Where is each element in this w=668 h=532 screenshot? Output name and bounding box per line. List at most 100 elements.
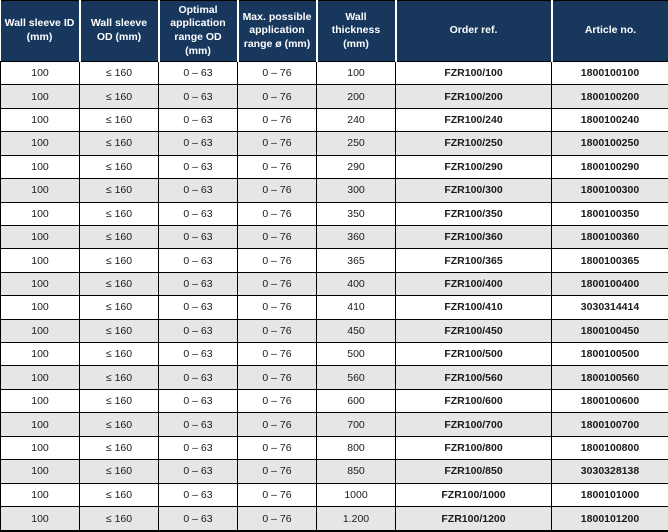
table-cell: 0 – 63 xyxy=(158,342,238,367)
column-header: Article no. xyxy=(551,0,668,62)
table-cell: 0 – 76 xyxy=(237,295,317,320)
table-cell: 0 – 63 xyxy=(158,459,238,484)
table-cell: 1000 xyxy=(316,482,396,508)
table-cell: 0 – 63 xyxy=(158,388,238,414)
table-cell: 0 – 76 xyxy=(237,248,317,273)
table-row: 100 ≤ 160 0 – 63 0 – 76 500 FZR100/500 1800100… xyxy=(0,342,668,367)
table-cell: 100 xyxy=(0,248,80,273)
table-row: 100 ≤ 160 0 – 63 0 – 76 560 FZR100/560 1800100… xyxy=(0,365,668,390)
table-cell: 100 xyxy=(0,60,80,86)
table-cell: FZR100/350 xyxy=(395,201,552,226)
table-cell: ≤ 160 xyxy=(79,412,159,437)
column-header: Optimal application range OD (mm) xyxy=(158,0,239,62)
table-row: 100 ≤ 160 0 – 63 0 – 76 100 FZR100/100 1800100… xyxy=(0,60,668,86)
table-cell: 0 – 63 xyxy=(158,60,238,86)
table-cell: 700 xyxy=(316,412,396,437)
table-cell: 200 xyxy=(316,84,396,109)
table-cell: FZR100/1000 xyxy=(395,482,552,508)
table-row: 100 ≤ 160 0 – 63 0 – 76 800 FZR100/800 1800100… xyxy=(0,435,668,461)
table-cell: ≤ 160 xyxy=(79,60,159,86)
table-cell: 1.200 xyxy=(316,506,396,532)
table-cell: 0 – 76 xyxy=(237,131,317,156)
table-cell: 1800100290 xyxy=(551,154,668,180)
table-cell: ≤ 160 xyxy=(79,365,159,390)
table-cell: 1800100300 xyxy=(551,178,668,203)
table-cell: 0 – 76 xyxy=(237,84,317,109)
table-cell: 1800100700 xyxy=(551,412,668,437)
column-header: Wall sleeve ID (mm) xyxy=(0,0,81,62)
table-cell: 300 xyxy=(316,178,396,203)
table-cell: 0 – 63 xyxy=(158,84,238,109)
table-row: 100 ≤ 160 0 – 63 0 – 76 300 FZR100/300 1800100… xyxy=(0,178,668,203)
table-cell: 0 – 63 xyxy=(158,178,238,203)
table-cell: 1800101000 xyxy=(551,482,668,508)
table-cell: ≤ 160 xyxy=(79,482,159,508)
table-cell: FZR100/290 xyxy=(395,154,552,180)
table-cell: FZR100/800 xyxy=(395,435,552,461)
table-cell: ≤ 160 xyxy=(79,318,159,344)
table-cell: ≤ 160 xyxy=(79,178,159,203)
table-cell: 560 xyxy=(316,365,396,390)
table-cell: 100 xyxy=(0,107,80,133)
table-cell: 100 xyxy=(0,365,80,390)
table-cell: FZR100/360 xyxy=(395,224,552,250)
table-cell: 365 xyxy=(316,248,396,273)
table-cell: 0 – 76 xyxy=(237,365,317,390)
table-row: 100 ≤ 160 0 – 63 0 – 76 240 FZR100/240 1800100… xyxy=(0,107,668,133)
table-row: 100 ≤ 160 0 – 63 0 – 76 365 FZR100/365 1800100… xyxy=(0,248,668,273)
table-cell: 0 – 63 xyxy=(158,154,238,180)
column-header: Order ref. xyxy=(395,0,553,62)
table-cell: FZR100/250 xyxy=(395,131,552,156)
table-cell: 100 xyxy=(0,506,80,532)
table-cell: 0 – 63 xyxy=(158,201,238,226)
column-header: Wall thickness (mm) xyxy=(316,0,397,62)
table-cell: 0 – 63 xyxy=(158,506,238,532)
table-cell: 100 xyxy=(316,60,396,86)
table-cell: 100 xyxy=(0,412,80,437)
table-row: 100 ≤ 160 0 – 63 0 – 76 850 FZR100/850 3030328… xyxy=(0,459,668,484)
table-cell: 0 – 76 xyxy=(237,201,317,226)
table-cell: FZR100/1200 xyxy=(395,506,552,532)
table-cell: 3030328138 xyxy=(551,459,668,484)
table-cell: ≤ 160 xyxy=(79,201,159,226)
table-row: 100 ≤ 160 0 – 63 0 – 76 200 FZR100/200 1800100… xyxy=(0,84,668,109)
table-cell: 0 – 63 xyxy=(158,435,238,461)
table-cell: 0 – 76 xyxy=(237,318,317,344)
table-cell: ≤ 160 xyxy=(79,435,159,461)
table-cell: FZR100/365 xyxy=(395,248,552,273)
table-cell: 1800100365 xyxy=(551,248,668,273)
table-cell: ≤ 160 xyxy=(79,506,159,532)
table-cell: FZR100/500 xyxy=(395,342,552,367)
table-row: 100 ≤ 160 0 – 63 0 – 76 1000 FZR100/1000 18001… xyxy=(0,482,668,508)
header-row: Wall sleeve ID (mm) Wall sleeve OD (mm) Op… xyxy=(0,0,668,62)
table-cell: 0 – 76 xyxy=(237,412,317,437)
table-cell: 1800100560 xyxy=(551,365,668,390)
table-cell: 0 – 76 xyxy=(237,459,317,484)
table-cell: 100 xyxy=(0,178,80,203)
table-cell: FZR100/400 xyxy=(395,271,552,297)
table-cell: 1800100200 xyxy=(551,84,668,109)
table-cell: 1800100400 xyxy=(551,271,668,297)
table-cell: 0 – 63 xyxy=(158,318,238,344)
table-cell: 0 – 63 xyxy=(158,412,238,437)
table-cell: 100 xyxy=(0,459,80,484)
table-row: 100 ≤ 160 0 – 63 0 – 76 700 FZR100/700 1800100… xyxy=(0,412,668,437)
table-row: 100 ≤ 160 0 – 63 0 – 76 400 FZR100/400 1800100… xyxy=(0,271,668,297)
table-cell: 0 – 63 xyxy=(158,365,238,390)
table-cell: 100 xyxy=(0,318,80,344)
table-cell: 0 – 76 xyxy=(237,60,317,86)
table-cell: ≤ 160 xyxy=(79,295,159,320)
table-cell: 0 – 76 xyxy=(237,482,317,508)
table-cell: 0 – 63 xyxy=(158,131,238,156)
table-cell: ≤ 160 xyxy=(79,107,159,133)
table-cell: FZR100/850 xyxy=(395,459,552,484)
table-row: 100 ≤ 160 0 – 63 0 – 76 360 FZR100/360 1800100… xyxy=(0,224,668,250)
table-cell: 1800100800 xyxy=(551,435,668,461)
table-cell: ≤ 160 xyxy=(79,342,159,367)
table-cell: 100 xyxy=(0,482,80,508)
table-cell: 0 – 76 xyxy=(237,435,317,461)
table-cell: 0 – 76 xyxy=(237,388,317,414)
table-cell: 0 – 63 xyxy=(158,295,238,320)
table-cell: 100 xyxy=(0,342,80,367)
